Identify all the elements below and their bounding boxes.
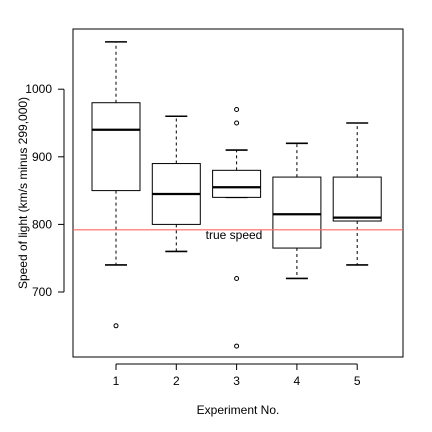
outlier-point: [234, 106, 240, 112]
boxes-layer: [91, 41, 382, 349]
x-tick-label: 2: [173, 374, 180, 388]
y-axis: 700 800 900 1000: [25, 82, 65, 299]
outlier-point: [234, 275, 240, 281]
y-axis-label: Speed of light (km/s minus 299,000): [16, 97, 30, 289]
box-group-4: [272, 142, 322, 280]
y-tick-label: 900: [32, 150, 52, 164]
x-axis: 1 2 3 4 5: [113, 363, 361, 388]
x-axis-label: Experiment No.: [197, 403, 280, 417]
box: [212, 169, 262, 198]
true-speed-label: true speed: [206, 228, 263, 242]
outlier-point: [234, 343, 240, 349]
plot-frame: [72, 28, 404, 358]
box-group-5: [332, 122, 382, 266]
x-tick-label: 3: [233, 374, 240, 388]
box: [332, 176, 382, 222]
outlier-point: [234, 120, 240, 126]
box-group-1: [91, 41, 141, 329]
box: [272, 176, 322, 249]
box-group-2: [151, 115, 201, 253]
outlier-point: [113, 323, 119, 329]
box: [91, 102, 141, 192]
y-tick-label: 1000: [25, 82, 52, 96]
x-tick-label: 1: [113, 374, 120, 388]
x-tick-label: 5: [354, 374, 361, 388]
y-tick-label: 700: [32, 285, 52, 299]
x-tick-label: 4: [294, 374, 301, 388]
box-group-3: [212, 106, 262, 349]
y-tick-label: 800: [32, 217, 52, 231]
